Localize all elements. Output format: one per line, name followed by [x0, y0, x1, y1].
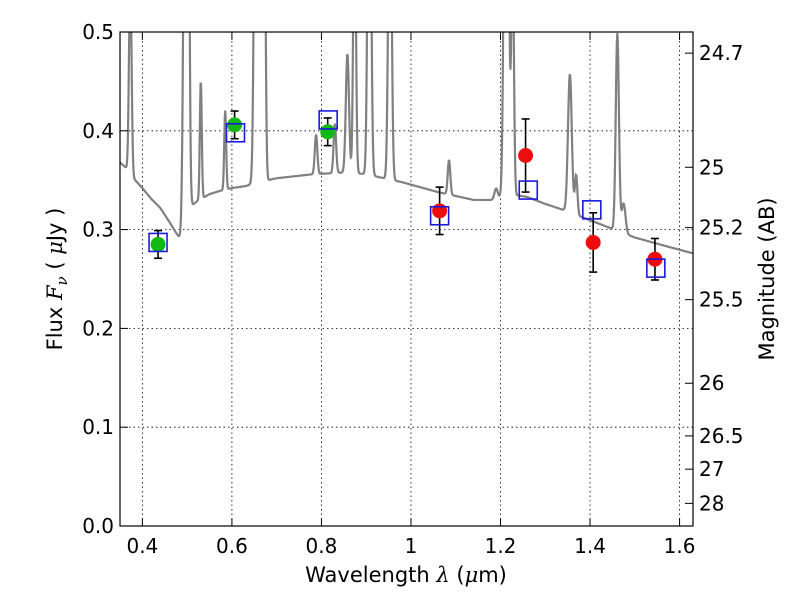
- model-photometry-square: [148, 232, 168, 253]
- model-photometry-square: [429, 205, 450, 226]
- x-tick-label: 1.2: [485, 534, 517, 558]
- x-axis-label-unit-end: m): [478, 563, 507, 587]
- y2-tick-label: 28: [699, 491, 724, 515]
- data-points-layer: [148, 110, 666, 281]
- optical-data-point: [150, 236, 166, 252]
- y-tick-label: 0.4: [82, 119, 114, 143]
- model-spectrum-layer: [120, 32, 693, 255]
- x-axis-label-symbol: λ: [435, 563, 449, 587]
- y2-tick-label: 25.2: [699, 216, 744, 240]
- y-tick-label: 0.5: [82, 20, 114, 44]
- x-axis-label-unit: (: [450, 563, 465, 587]
- x-tick-label: 0.6: [216, 534, 248, 558]
- model-photometry-square: [646, 258, 666, 278]
- nir-data-point: [585, 234, 601, 250]
- y2-tick-label: 25.5: [699, 288, 744, 312]
- x-tick-label: 1.4: [574, 534, 606, 558]
- y2-axis-label: Magnitude (AB): [755, 197, 779, 360]
- y-tick-label: 0.0: [82, 514, 114, 538]
- model-spectrum-line: [120, 32, 693, 255]
- y-tick-label: 0.2: [82, 316, 114, 340]
- x-axis-label: Wavelength λ (μm): [305, 563, 507, 587]
- model-photometry-square: [225, 122, 246, 143]
- x-axis-label-mu: μ: [465, 563, 479, 587]
- x-tick-label: 0.8: [306, 534, 338, 558]
- y2-tick-label: 27: [699, 457, 724, 481]
- axis-ticks: 0.4 0.6 0.8 1 1.2 1.4 1.6 0.0 0.1 0.2 0.3 0.4 0.5 24.…: [82, 20, 743, 558]
- y2-tick-label: 25: [699, 155, 724, 179]
- y2-tick-label: 26.5: [699, 424, 744, 448]
- model-photometry-square: [582, 200, 602, 220]
- y-tick-label: 0.1: [82, 415, 114, 439]
- y-axis-label-prefix: Flux: [43, 300, 67, 350]
- model-photometry-square: [518, 180, 539, 200]
- y-tick-label: 0.3: [82, 218, 114, 242]
- y-axis-label-subscript: ν: [53, 276, 71, 285]
- y2-tick-label: 24.7: [699, 41, 744, 65]
- optical-data-point: [320, 124, 336, 140]
- nir-data-point: [432, 203, 448, 219]
- x-tick-label: 0.4: [126, 534, 158, 558]
- y2-tick-label: 26: [699, 371, 724, 395]
- model-photometry-square: [318, 110, 338, 130]
- nir-data-point: [518, 148, 534, 163]
- y-axis-label-mu: μ: [43, 241, 67, 255]
- plot-frame: [119, 31, 694, 527]
- y-axis-label-unit: (: [43, 255, 67, 277]
- optical-data-point: [227, 117, 243, 133]
- y-axis-label-symbol: F: [43, 284, 67, 301]
- grid-lines: [120, 32, 693, 526]
- x-axis-label-prefix: Wavelength: [305, 563, 436, 587]
- x-tick-label: 1.6: [664, 534, 696, 558]
- x-tick-label: 1: [405, 534, 418, 558]
- y-axis-label: Flux Fν ( μJy ): [43, 208, 71, 351]
- y-axis-label-unit-end: Jy ): [43, 208, 67, 244]
